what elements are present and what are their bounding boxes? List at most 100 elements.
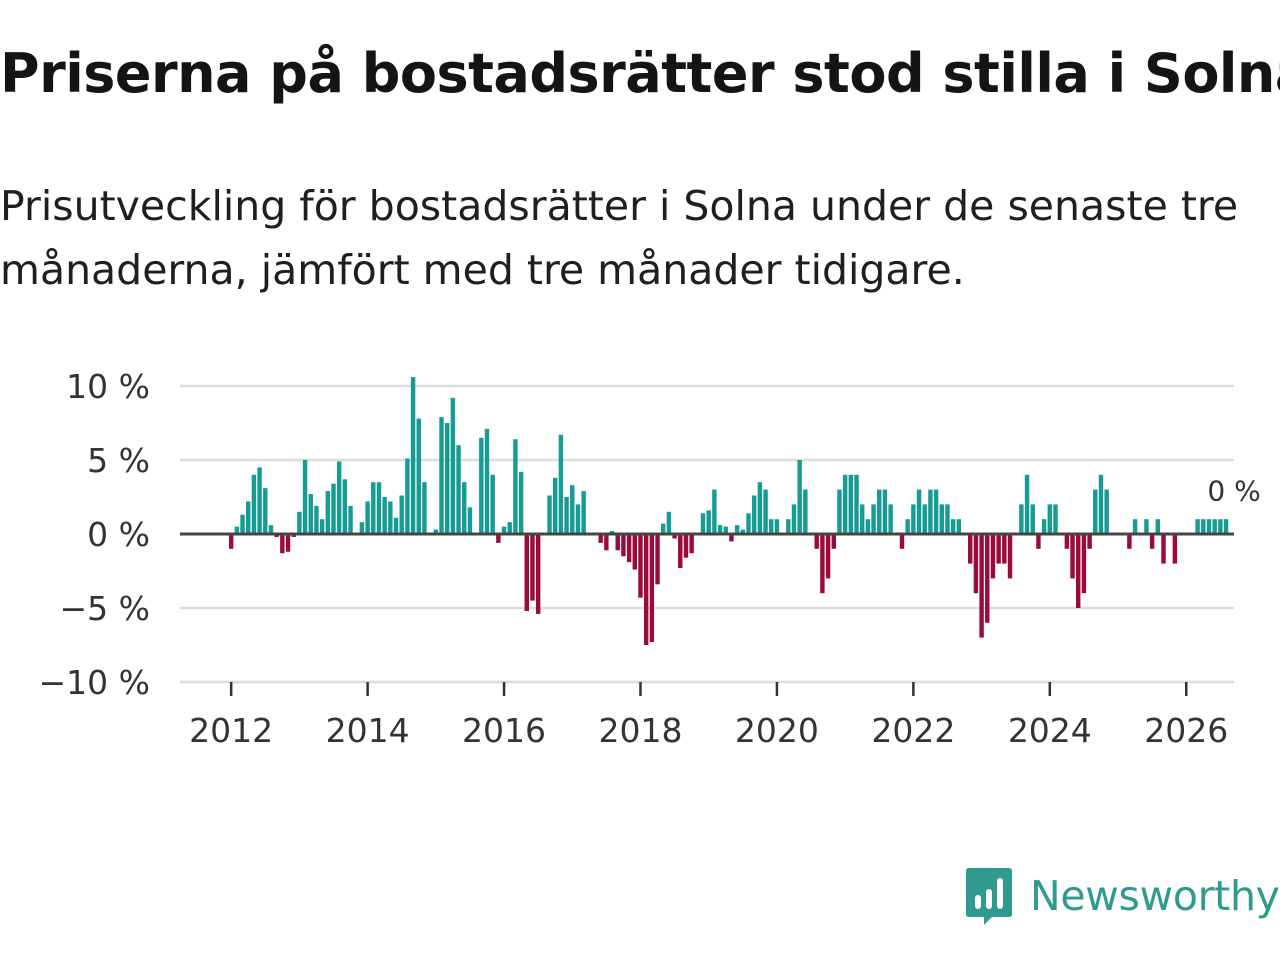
- bar[interactable]: [1098, 474, 1104, 534]
- bar[interactable]: [501, 526, 507, 534]
- bar[interactable]: [1007, 534, 1013, 579]
- bar[interactable]: [393, 517, 399, 534]
- bar[interactable]: [251, 474, 257, 534]
- bar[interactable]: [683, 534, 689, 558]
- bar[interactable]: [1036, 534, 1041, 549]
- bar[interactable]: [1093, 489, 1098, 534]
- bar[interactable]: [1195, 519, 1200, 534]
- bar[interactable]: [371, 482, 376, 534]
- bar[interactable]: [342, 479, 348, 534]
- bar[interactable]: [649, 534, 655, 643]
- bar[interactable]: [524, 534, 529, 611]
- bar[interactable]: [746, 513, 751, 534]
- bar[interactable]: [484, 428, 490, 534]
- bar[interactable]: [467, 507, 473, 534]
- bar[interactable]: [1053, 504, 1058, 534]
- bar[interactable]: [388, 501, 393, 534]
- bar[interactable]: [899, 534, 905, 549]
- bar[interactable]: [871, 504, 876, 534]
- bar[interactable]: [479, 437, 484, 534]
- bar[interactable]: [405, 458, 410, 534]
- bar[interactable]: [985, 534, 990, 623]
- bar[interactable]: [1223, 519, 1229, 534]
- bar[interactable]: [786, 519, 791, 534]
- bar[interactable]: [814, 534, 819, 549]
- bar[interactable]: [410, 377, 416, 534]
- brand-logo[interactable]: Newsworthy: [964, 864, 1280, 928]
- bar[interactable]: [905, 519, 910, 534]
- bar[interactable]: [1076, 534, 1081, 608]
- bar[interactable]: [638, 534, 643, 598]
- bar[interactable]: [331, 483, 336, 534]
- bar[interactable]: [564, 497, 569, 534]
- bar[interactable]: [314, 505, 319, 534]
- bar[interactable]: [996, 534, 1001, 564]
- bar[interactable]: [1144, 519, 1149, 534]
- bar[interactable]: [1127, 534, 1132, 549]
- bar[interactable]: [530, 534, 535, 601]
- bar[interactable]: [1201, 519, 1206, 534]
- bar[interactable]: [712, 489, 717, 534]
- bar[interactable]: [336, 461, 342, 534]
- bar[interactable]: [734, 525, 740, 534]
- bar[interactable]: [433, 529, 439, 534]
- bar[interactable]: [1024, 474, 1030, 534]
- bar[interactable]: [604, 534, 609, 551]
- bar[interactable]: [308, 494, 313, 534]
- bar[interactable]: [1047, 504, 1053, 534]
- bar[interactable]: [416, 418, 421, 534]
- bar[interactable]: [1081, 534, 1087, 594]
- bar[interactable]: [945, 504, 950, 534]
- bar[interactable]: [280, 534, 285, 554]
- bar[interactable]: [911, 504, 916, 534]
- bar[interactable]: [1087, 534, 1092, 549]
- bar[interactable]: [285, 534, 291, 552]
- bar[interactable]: [1041, 519, 1047, 534]
- bar[interactable]: [757, 482, 763, 534]
- bar[interactable]: [717, 525, 723, 534]
- bar[interactable]: [700, 513, 706, 534]
- bar[interactable]: [496, 534, 501, 543]
- bar[interactable]: [626, 534, 632, 563]
- bar[interactable]: [950, 519, 956, 534]
- bar[interactable]: [507, 522, 512, 534]
- bar[interactable]: [632, 534, 638, 570]
- bar[interactable]: [462, 482, 467, 534]
- bar[interactable]: [797, 460, 802, 534]
- bar[interactable]: [888, 504, 893, 534]
- bar[interactable]: [865, 519, 871, 534]
- bar[interactable]: [973, 534, 979, 594]
- bar[interactable]: [859, 504, 865, 534]
- bar[interactable]: [842, 474, 848, 534]
- bar[interactable]: [234, 526, 240, 534]
- bar[interactable]: [803, 489, 808, 534]
- bar[interactable]: [1149, 534, 1155, 549]
- bar[interactable]: [939, 504, 944, 534]
- bar[interactable]: [956, 519, 962, 534]
- bar[interactable]: [877, 489, 882, 534]
- bar[interactable]: [319, 519, 325, 534]
- bar[interactable]: [655, 534, 660, 585]
- bar[interactable]: [990, 534, 996, 579]
- bar[interactable]: [689, 534, 694, 554]
- bar[interactable]: [365, 501, 370, 534]
- bar[interactable]: [678, 534, 683, 569]
- bar[interactable]: [763, 489, 768, 534]
- bar[interactable]: [882, 489, 888, 534]
- bar[interactable]: [444, 423, 450, 534]
- bar[interactable]: [518, 471, 524, 534]
- bar[interactable]: [513, 439, 518, 534]
- bar[interactable]: [257, 467, 262, 534]
- bar[interactable]: [382, 497, 387, 534]
- bar[interactable]: [769, 519, 774, 534]
- bar[interactable]: [854, 474, 859, 534]
- bar[interactable]: [751, 495, 757, 534]
- bar[interactable]: [916, 489, 922, 534]
- bar[interactable]: [552, 477, 558, 534]
- bar[interactable]: [825, 534, 831, 579]
- bar[interactable]: [1030, 504, 1035, 534]
- bar[interactable]: [1161, 534, 1166, 564]
- bar[interactable]: [359, 522, 365, 534]
- bar[interactable]: [1104, 489, 1109, 534]
- bar[interactable]: [456, 445, 461, 534]
